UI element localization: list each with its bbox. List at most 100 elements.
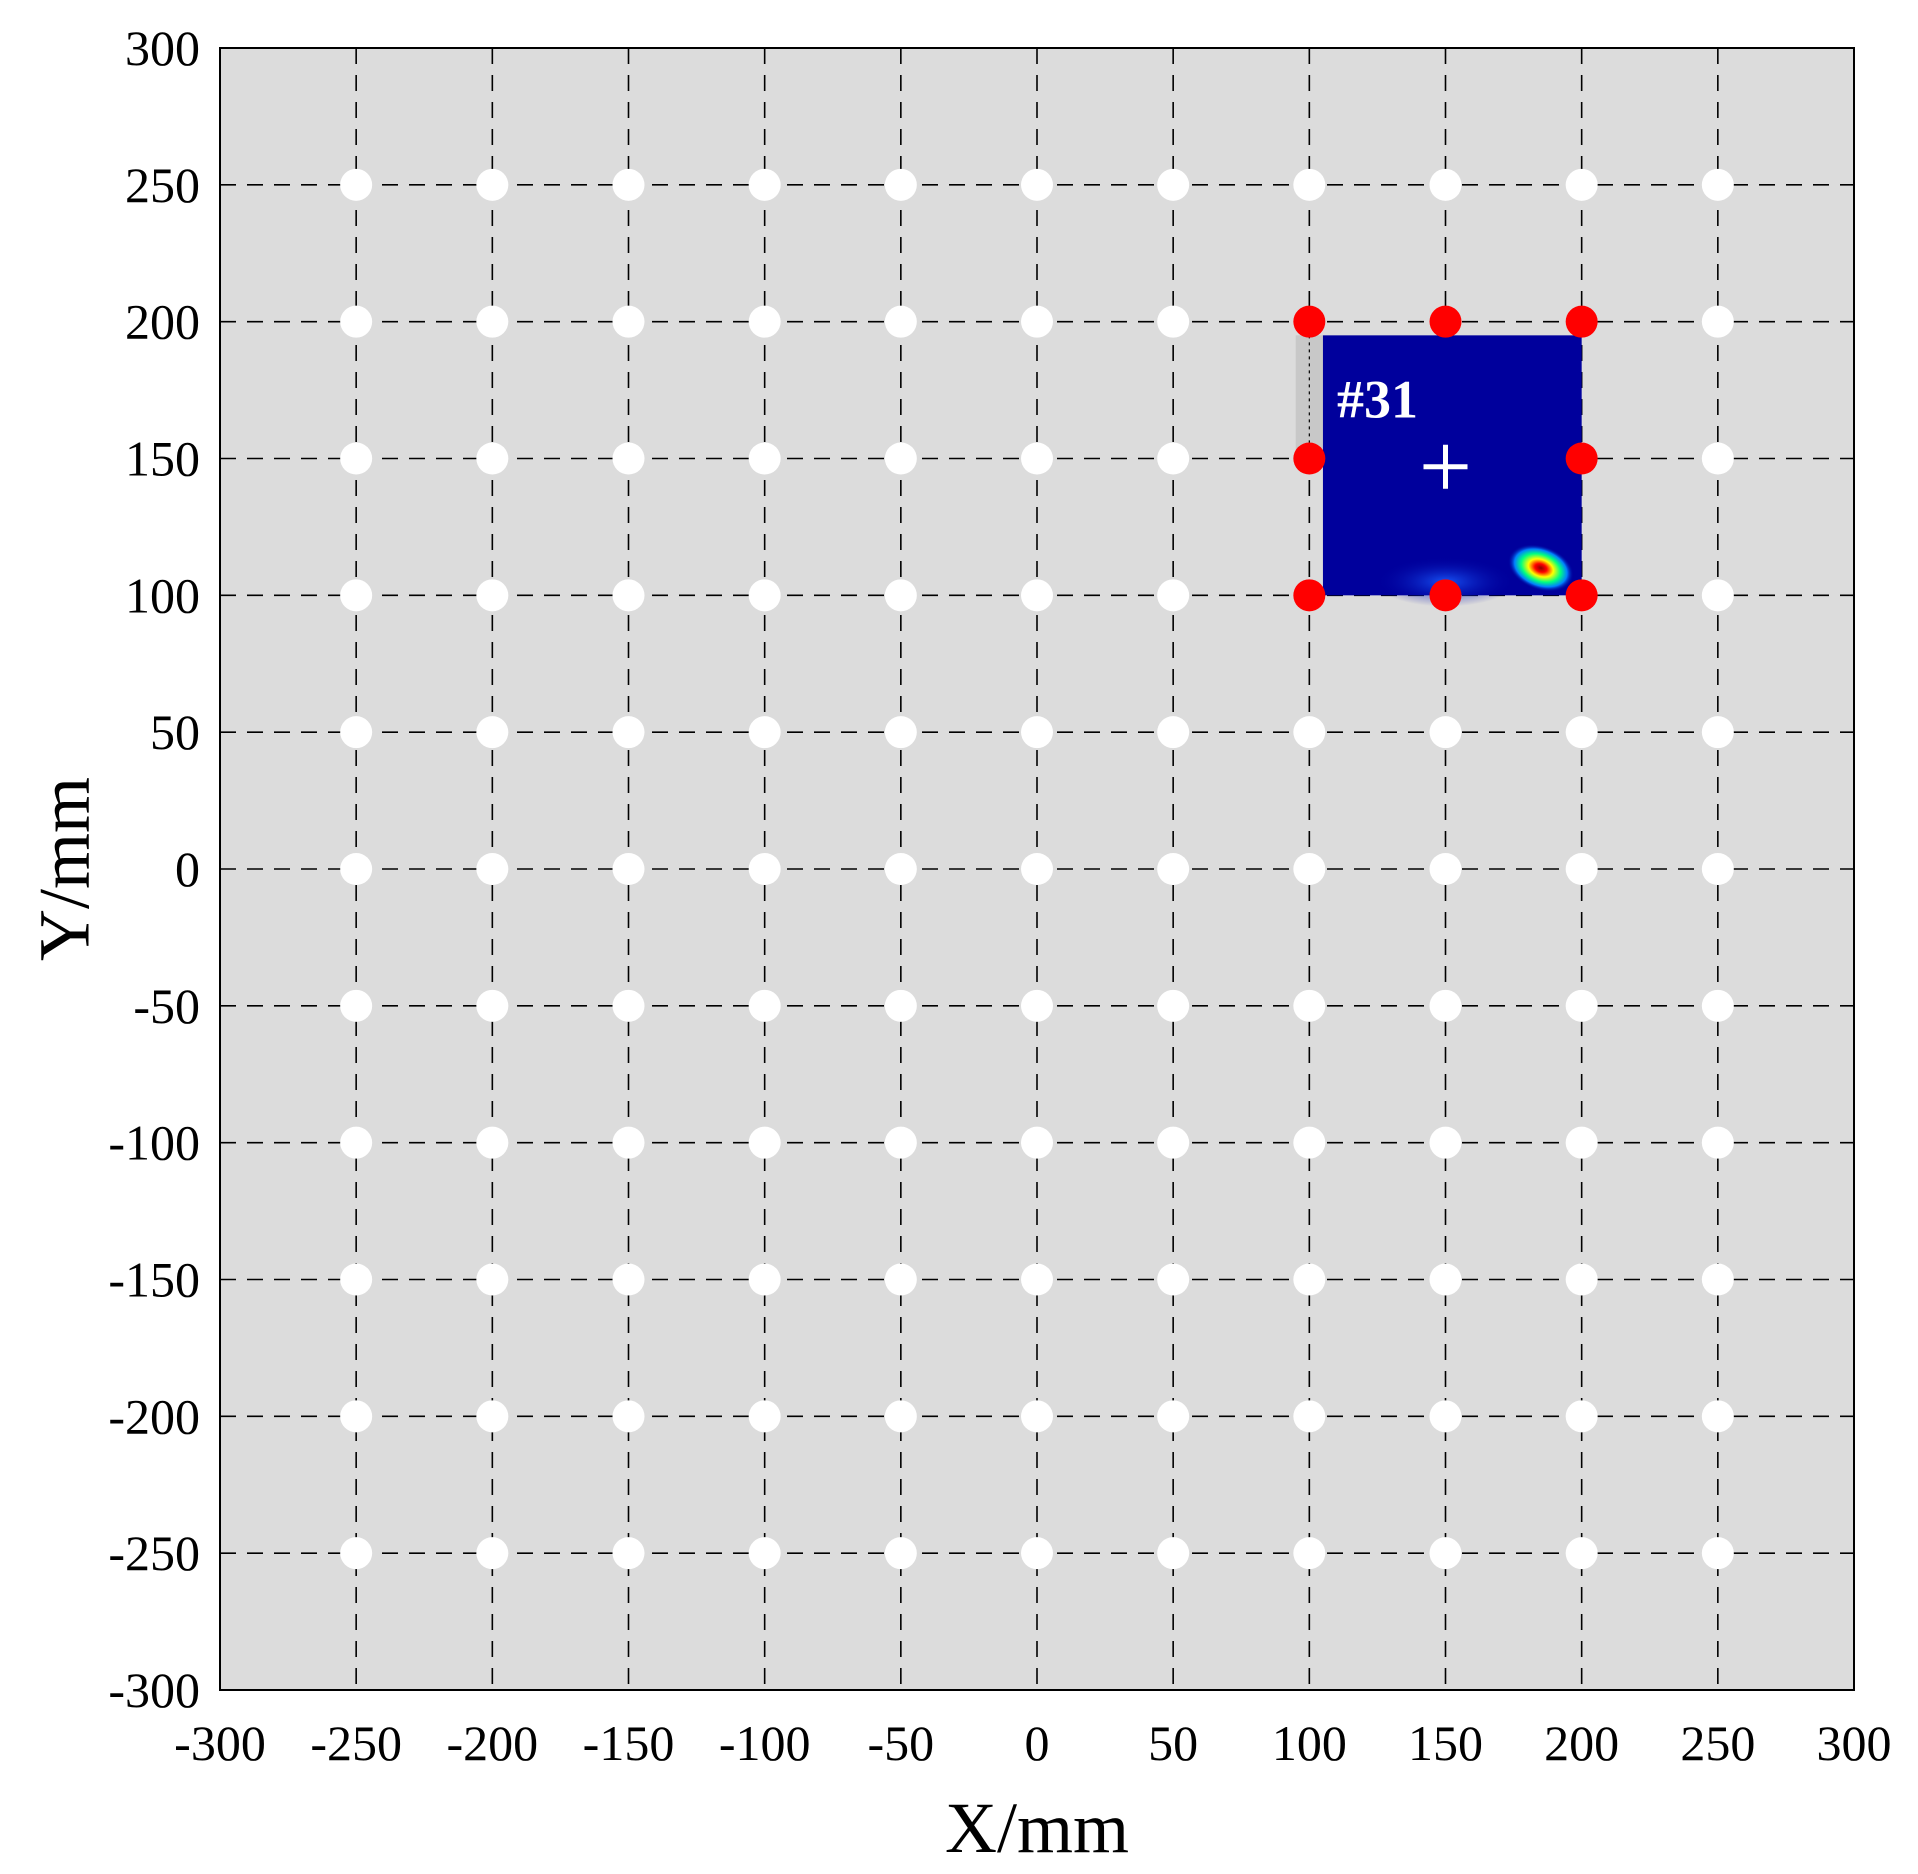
x-tick-label: -200 [447, 1715, 539, 1771]
x-tick-label: 200 [1544, 1715, 1619, 1771]
sensor-dot [1701, 1126, 1734, 1159]
sensor-dot [340, 305, 373, 338]
sensor-dot [1021, 442, 1053, 475]
sensor-dot [748, 1263, 781, 1296]
active-sensor-dot [1565, 442, 1598, 475]
sensor-dot [1021, 989, 1053, 1022]
sensor-dot [1157, 989, 1190, 1022]
y-tick-label: -100 [108, 1115, 200, 1171]
x-tick-label: 50 [1148, 1715, 1198, 1771]
sensor-dot [748, 1400, 781, 1433]
active-sensor-dot [1429, 305, 1462, 338]
sensor-dot [1021, 305, 1053, 338]
sensor-dot [1701, 1263, 1734, 1296]
x-tick-label: 300 [1817, 1715, 1892, 1771]
sensor-dot [476, 442, 509, 475]
y-tick-label: 200 [125, 294, 200, 350]
inset-shadow [1295, 335, 1323, 459]
sensor-dot [1429, 168, 1462, 201]
sensor-dot [1293, 168, 1326, 201]
sensor-dot [340, 1400, 373, 1433]
x-tick-label: -50 [868, 1715, 935, 1771]
sensor-dot [1429, 1263, 1462, 1296]
sensor-dot [1565, 168, 1598, 201]
sensor-dot [476, 1263, 509, 1296]
x-tick-label: -300 [174, 1715, 266, 1771]
sensor-dot [1701, 853, 1734, 885]
y-tick-label: 0 [175, 841, 200, 897]
sensor-dot [1565, 716, 1598, 749]
x-tick-label: 100 [1272, 1715, 1347, 1771]
sensor-dots [340, 168, 1734, 1570]
sensor-dot [476, 168, 509, 201]
sensor-dot [340, 168, 373, 201]
sensor-dot [476, 716, 509, 749]
sensor-dot [748, 305, 781, 338]
sensor-dot [612, 989, 645, 1022]
sensor-dot [340, 579, 373, 612]
sensor-dot [612, 442, 645, 475]
sensor-dot [1293, 1537, 1326, 1570]
sensor-dot [748, 579, 781, 612]
sensor-dot [748, 716, 781, 749]
sensor-dot [1701, 1537, 1734, 1570]
sensor-dot [1021, 1126, 1053, 1159]
sensor-dot [748, 442, 781, 475]
sensor-dot [1701, 716, 1734, 749]
sensor-dot [340, 1537, 373, 1570]
sensor-dot [1565, 989, 1598, 1022]
sensor-dot [1293, 1263, 1326, 1296]
sensor-dot [1021, 168, 1053, 201]
sensor-dot [1701, 989, 1734, 1022]
y-tick-label: -150 [108, 1252, 200, 1308]
x-tick-label: -250 [310, 1715, 402, 1771]
sensor-dot [1157, 716, 1190, 749]
sensor-dot [884, 1126, 917, 1159]
sensor-dot [1157, 1537, 1190, 1570]
sensor-dot [884, 579, 917, 612]
sensor-dot [476, 305, 509, 338]
sensor-dot [340, 989, 373, 1022]
inset-label: #31 [1337, 369, 1418, 429]
sensor-dot [1429, 716, 1462, 749]
sensor-dot [1021, 1400, 1053, 1433]
sensor-dot [1701, 1400, 1734, 1433]
sensor-dot [1021, 853, 1053, 885]
sensor-dot [1429, 853, 1462, 885]
x-tick-label: -150 [583, 1715, 675, 1771]
sensor-dot [476, 1400, 509, 1433]
sensor-dot [1157, 1263, 1190, 1296]
y-tick-label: 250 [125, 157, 200, 213]
y-tick-labels: -300 -250 -200 -150 -100 -50 0 50 100 150 200 250 30… [108, 20, 200, 1718]
sensor-dot [1293, 853, 1326, 885]
sensor-dot [1021, 716, 1053, 749]
sensor-dot [612, 168, 645, 201]
sensor-dot [884, 1263, 917, 1296]
heatmap-hotspot [1507, 544, 1574, 592]
x-tick-label: 0 [1025, 1715, 1050, 1771]
sensor-dot [1701, 168, 1734, 201]
sensor-dot [612, 579, 645, 612]
sensor-dot [748, 1537, 781, 1570]
sensor-dot [1293, 1400, 1326, 1433]
sensor-dot [1021, 1537, 1053, 1570]
active-sensor-dots [1293, 305, 1598, 612]
active-sensor-dot [1565, 579, 1598, 612]
y-tick-label: -200 [108, 1388, 200, 1444]
sensor-dot [1565, 1537, 1598, 1570]
sensor-dot [748, 989, 781, 1022]
sensor-dot [884, 989, 917, 1022]
active-sensor-dot [1565, 305, 1598, 338]
sensor-dot [476, 579, 509, 612]
sensor-dot [476, 1126, 509, 1159]
sensor-dot [748, 168, 781, 201]
sensor-dot [1565, 853, 1598, 885]
sensor-dot [612, 305, 645, 338]
x-tick-label: 150 [1408, 1715, 1483, 1771]
sensor-dot [1157, 1126, 1190, 1159]
sensor-dot [1429, 1400, 1462, 1433]
sensor-dot [1021, 1263, 1053, 1296]
x-tick-label: -100 [719, 1715, 811, 1771]
sensor-dot [748, 1126, 781, 1159]
